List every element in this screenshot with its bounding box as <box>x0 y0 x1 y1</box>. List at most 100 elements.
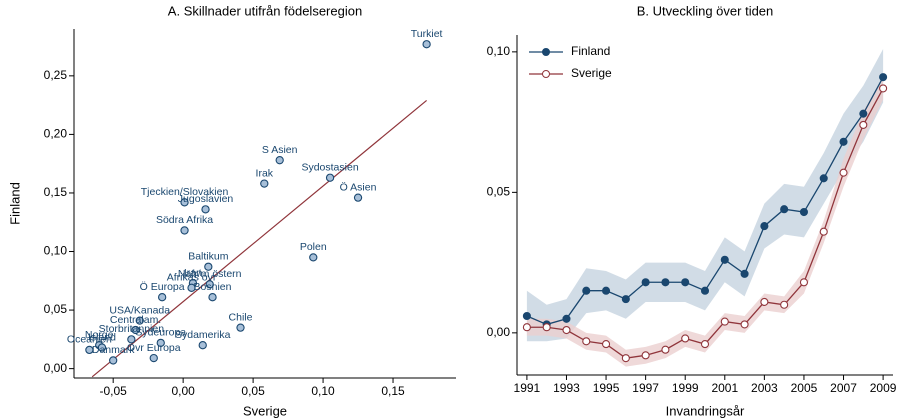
marker <box>700 286 710 295</box>
point-label: Oceanien <box>67 334 112 346</box>
point-label: Irak <box>256 167 274 179</box>
point <box>131 325 140 335</box>
marker <box>760 297 769 306</box>
x-tick-label: 2005 <box>791 381 818 395</box>
x-tick-label: 0,10 <box>311 384 335 398</box>
x-tick-label: 2003 <box>751 381 778 395</box>
point-label: Island <box>88 331 116 343</box>
y-tick-label: 0,15 <box>44 185 68 199</box>
point-label: Sydeuropa <box>135 327 186 339</box>
y-axis-label: Finland <box>7 182 22 225</box>
point <box>180 226 189 235</box>
x-axis-label: Invandringsår <box>666 403 745 418</box>
marker <box>681 334 690 343</box>
x-tick-label: 1997 <box>632 381 659 395</box>
confidence-band <box>526 49 884 342</box>
point-label: Ö Europa <box>140 281 185 293</box>
point-label: Södra Afrika <box>156 214 213 226</box>
marker <box>522 323 531 332</box>
x-tick-label: 1999 <box>672 381 699 395</box>
point-label: Övr Europa <box>127 342 181 354</box>
x-tick-label: 2007 <box>830 381 857 395</box>
marker <box>522 311 531 321</box>
marker <box>780 205 789 214</box>
point <box>180 198 189 207</box>
point <box>422 40 431 49</box>
point <box>85 345 94 355</box>
x-tick-label: 1991 <box>514 381 541 395</box>
marker <box>740 320 749 329</box>
point <box>158 293 167 302</box>
marker <box>859 120 868 129</box>
x-tick-label: -0,05 <box>99 384 127 398</box>
point-label: Centralam. <box>110 314 161 326</box>
x-tick-label: 2001 <box>711 381 738 395</box>
marker <box>562 325 571 335</box>
legend-label: Sverige <box>571 66 612 80</box>
marker <box>799 278 808 287</box>
chart-title: B. Utveckling över tiden <box>637 3 774 18</box>
marker <box>839 137 848 146</box>
y-tick-label: 0,25 <box>44 68 68 82</box>
point-label: Nafr/m östern <box>178 268 242 280</box>
marker <box>720 255 729 264</box>
marker <box>879 73 888 82</box>
point-label: Danmark <box>92 344 135 356</box>
y-tick-label: 0,10 <box>487 44 511 58</box>
point <box>201 205 210 214</box>
point <box>236 323 245 332</box>
point-label: Baltikum <box>188 251 229 263</box>
marker <box>641 278 650 287</box>
point-label: Turkiet <box>411 28 443 40</box>
point <box>97 343 107 352</box>
point-label: Chile <box>229 311 253 323</box>
marker <box>780 300 789 309</box>
marker <box>720 317 729 326</box>
point <box>205 280 214 289</box>
point <box>135 316 144 325</box>
point <box>208 293 217 302</box>
x-tick-label: 1993 <box>553 381 580 395</box>
marker <box>641 351 650 360</box>
marker <box>661 278 670 287</box>
marker <box>621 295 630 304</box>
legend-marker <box>542 70 550 78</box>
y-tick-label: 0,10 <box>44 244 68 258</box>
x-tick-label: 0,00 <box>171 384 195 398</box>
point-label: Tjeckien/Slovakien <box>141 186 229 198</box>
point-label: Sydamerika <box>175 329 231 341</box>
marker <box>819 174 828 183</box>
marker <box>621 354 630 363</box>
point-label: Iran <box>184 267 202 279</box>
y-tick-label: 0,00 <box>487 325 511 339</box>
marker <box>839 168 848 177</box>
point-label: Jugoslavien <box>178 193 234 205</box>
y-tick-label: 0,05 <box>487 185 511 199</box>
point-label: Sydostasien <box>301 162 358 174</box>
x-tick-label: 0,15 <box>381 384 405 398</box>
point-label: Storbritannien <box>99 323 165 335</box>
point-label: Polen <box>300 241 327 253</box>
point-label: Ö Asien <box>340 181 377 193</box>
point <box>309 253 318 262</box>
x-tick-label: 0,05 <box>241 384 265 398</box>
point <box>109 356 118 365</box>
y-tick-label: 0,00 <box>44 361 68 375</box>
marker <box>582 286 591 295</box>
point-label: USA/Kanada <box>109 304 170 316</box>
chart-title: A. Skillnader utifrån födelseregion <box>168 3 362 18</box>
marker <box>879 84 888 93</box>
point-label: Norge <box>85 329 114 341</box>
y-tick-label: 0,20 <box>44 127 68 141</box>
marker <box>602 286 611 295</box>
point-label: S Asien <box>262 144 298 156</box>
marker <box>542 323 551 332</box>
point <box>260 179 269 188</box>
marker <box>700 340 710 349</box>
legend-marker <box>542 48 550 56</box>
confidence-band <box>526 77 884 367</box>
x-axis-label: Sverige <box>243 403 287 418</box>
marker <box>819 227 828 236</box>
point <box>325 173 335 182</box>
